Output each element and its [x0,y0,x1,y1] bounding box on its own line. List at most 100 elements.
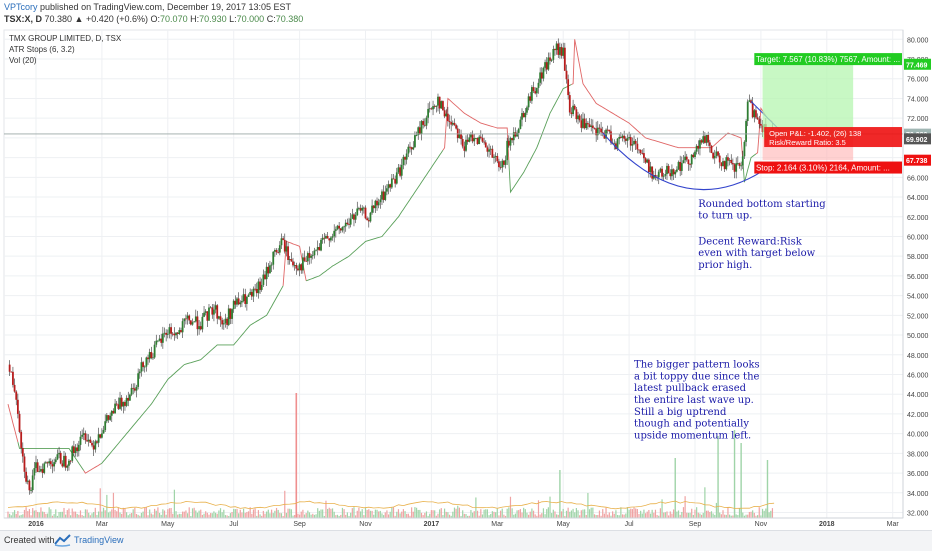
volume-bar [460,515,462,518]
tradingview-brand-link[interactable]: TradingView [74,535,124,545]
candle-body [451,122,454,125]
volume-bar [350,512,352,518]
target-zone [762,64,854,139]
volume-bar [567,507,569,518]
candle-body [743,141,746,157]
candle-body [273,250,276,252]
candle-body [430,108,433,110]
candle-body [40,469,42,472]
candle-body [486,147,489,152]
volume-bar [732,515,734,518]
candle-body [386,188,388,192]
candle-body [751,102,754,118]
candle-body [277,252,280,254]
candle-body [374,200,377,209]
volume-bar [170,508,172,518]
candle-body [591,125,594,128]
candle-body [390,178,393,188]
volume-bar [155,510,157,518]
price-tag-box [904,58,931,70]
volume-bar [707,510,709,518]
volume-bar [299,514,301,518]
candle-body [137,373,140,387]
volume-bar [132,509,134,518]
atr-stop-line [100,285,284,465]
volume-bar [308,512,311,518]
volume-bar [228,515,230,518]
candle-body [109,415,112,420]
candle-body [619,136,622,138]
volume-bar [247,511,250,518]
candle-body [514,132,517,137]
candle-body [577,115,579,120]
candle-body [667,165,670,174]
volume-bar [666,511,668,518]
candle-body [270,264,273,266]
time-axis: 2016 Mar May Jul Sep Nov 2017 Mar May Jul Sep Nov 20… [4,517,903,528]
candle-body [756,117,759,120]
volume-bar [513,514,515,518]
volume-bar [290,509,292,518]
volume-bar [157,507,159,518]
author-link[interactable]: VPTcory [4,2,38,12]
volume-bar [205,511,207,518]
candle-body [718,155,721,163]
volume-bar [593,514,596,518]
candle-body [76,447,79,452]
volume-bar [556,514,558,518]
candle-body [596,127,599,136]
volume-bar [310,514,312,518]
volume-bar [656,514,658,518]
price-chart[interactable]: Target: 7.567 (10.83%) 7567, Amount: ...… [0,0,932,530]
candle-body [442,101,444,111]
volume-bar [121,513,123,518]
volume-bar [621,514,624,518]
volume-bar [481,514,484,518]
volume-bar [771,508,774,518]
volume-bar [480,509,482,518]
candle-body [84,433,87,441]
candle-body [152,357,154,359]
candle-body [102,430,105,434]
candle-body [280,238,283,246]
candle-body [708,142,711,146]
candle-body [687,159,690,165]
candle-body [287,246,289,261]
candle-body [193,321,196,323]
candle-body [125,397,128,406]
volume-bar [201,514,203,518]
volume-bar [269,513,271,518]
volume-bar [383,515,385,518]
volume-bar [686,512,688,518]
volume-bar [663,512,665,518]
volume-bar [437,513,439,518]
volume-bar [676,511,678,518]
annotation-text: Decent Reward:Risk [698,236,802,247]
volume-bar [394,515,396,518]
candle-body [259,281,261,290]
volume-bar [261,515,263,518]
candle-body [381,191,383,200]
volume-bar [190,515,192,518]
candle-body [603,132,606,139]
candle-body [758,119,761,124]
candle-body [364,207,367,219]
volume-bar [338,515,340,518]
candle-body [466,139,469,142]
volume-bar [557,514,559,518]
candle-body [636,143,639,150]
volume-bar [193,507,195,518]
volume-bar [257,510,260,518]
volume-bar [351,508,353,518]
tradingview-logo-icon[interactable] [54,533,72,547]
volume-bar [17,510,19,518]
candle-body [31,475,34,491]
candle-body [318,247,321,251]
time-tick-label: Nov [359,521,372,528]
volume-bar [154,508,156,518]
volume-bar [307,510,309,518]
volume-bar [498,515,500,518]
candle-body [420,121,423,134]
volume-bar [32,508,34,518]
candle-body [575,109,578,120]
